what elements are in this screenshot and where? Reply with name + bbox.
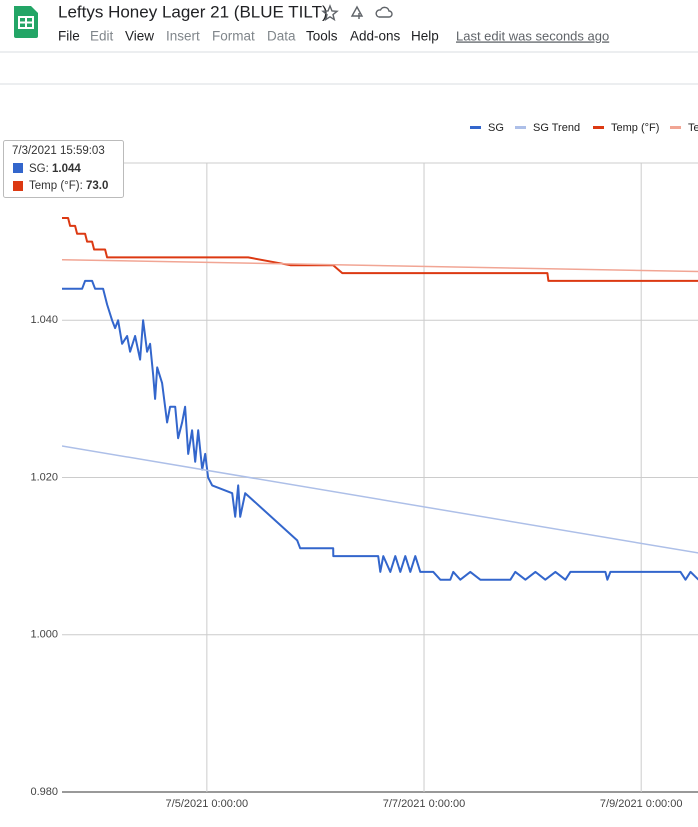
legend-label[interactable]: SG [488,122,504,134]
tooltip-date: 7/3/2021 15:59:03 [12,145,105,157]
series-line [62,258,698,273]
menu-item[interactable]: Format [212,29,255,44]
series-line [62,279,698,581]
tooltip-series: SG [29,163,46,175]
series-line [62,445,698,554]
y-tick-label: 1.000 [30,629,58,641]
tooltip-value: 73.0 [86,180,108,192]
series-line [62,217,698,282]
x-tick-label: 7/9/2021 0:00:00 [600,798,683,810]
menu-item[interactable]: Edit [90,29,114,44]
tooltip-value: 1.044 [52,163,81,175]
legend: SG SG Trend Temp (°F) Temp (°F) Trend [470,122,698,134]
tooltip-swatch [13,163,23,173]
legend-label[interactable]: Temp (°F) Trend [688,122,698,134]
tooltip-series: Temp (°F) [29,180,80,192]
tooltip-row: Temp (°F): 73.0 [29,180,108,192]
menu-item[interactable]: View [125,29,154,44]
doc-title[interactable]: Leftys Honey Lager 21 (BLUE TILT) [58,2,328,21]
x-tick-label: 7/7/2021 0:00:00 [383,798,466,810]
y-tick-label: 1.040 [30,314,58,326]
legend-label[interactable]: Temp (°F) [611,122,659,134]
tooltip-sep: : [46,163,52,175]
title-icons[interactable] [321,4,393,22]
menu-item[interactable]: File [58,29,80,44]
grid: 0.980 1.000 1.020 1.040 7/5/2021 0:00:00 7/7/… [30,163,698,810]
menu-item[interactable]: Insert [166,29,200,44]
plot [62,217,698,581]
tooltip-sep: : [80,180,86,192]
menu-item[interactable]: Tools [306,29,338,44]
menu-item[interactable]: Data [267,29,296,44]
menu-item[interactable]: Help [411,29,439,44]
menu-item[interactable]: Add-ons [350,29,401,44]
legend-swatch [470,126,481,129]
last-edit[interactable]: Last edit was seconds ago [456,28,609,43]
y-tick-label: 1.020 [30,471,58,483]
tooltip-row: SG: 1.044 [29,163,81,175]
tooltip-swatch [13,181,23,191]
tooltip-box [3,140,124,198]
legend-swatch [670,126,681,129]
legend-swatch [593,126,604,129]
legend-swatch [515,126,526,129]
x-tick-label: 7/5/2021 0:00:00 [166,798,249,810]
y-tick-label: 0.980 [30,786,58,798]
tooltip: 7/3/2021 15:59:03 SG: 1.044 Temp (°F): 7… [3,140,124,198]
legend-label[interactable]: SG Trend [533,122,580,134]
menu-bar: File Edit View Insert Format Data Tools Add-ons… [58,29,439,44]
app-icon[interactable] [14,6,38,38]
